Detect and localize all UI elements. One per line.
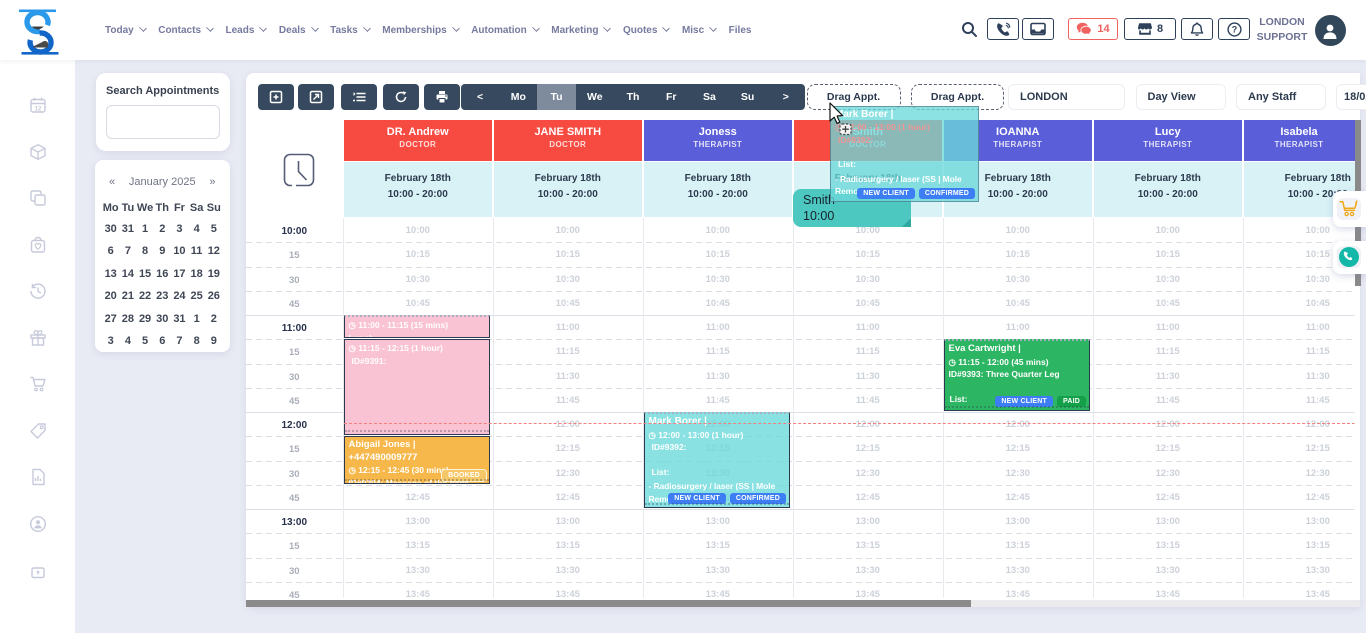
svg-text:?: ? [1231,24,1237,34]
svg-text:12: 12 [34,107,41,113]
